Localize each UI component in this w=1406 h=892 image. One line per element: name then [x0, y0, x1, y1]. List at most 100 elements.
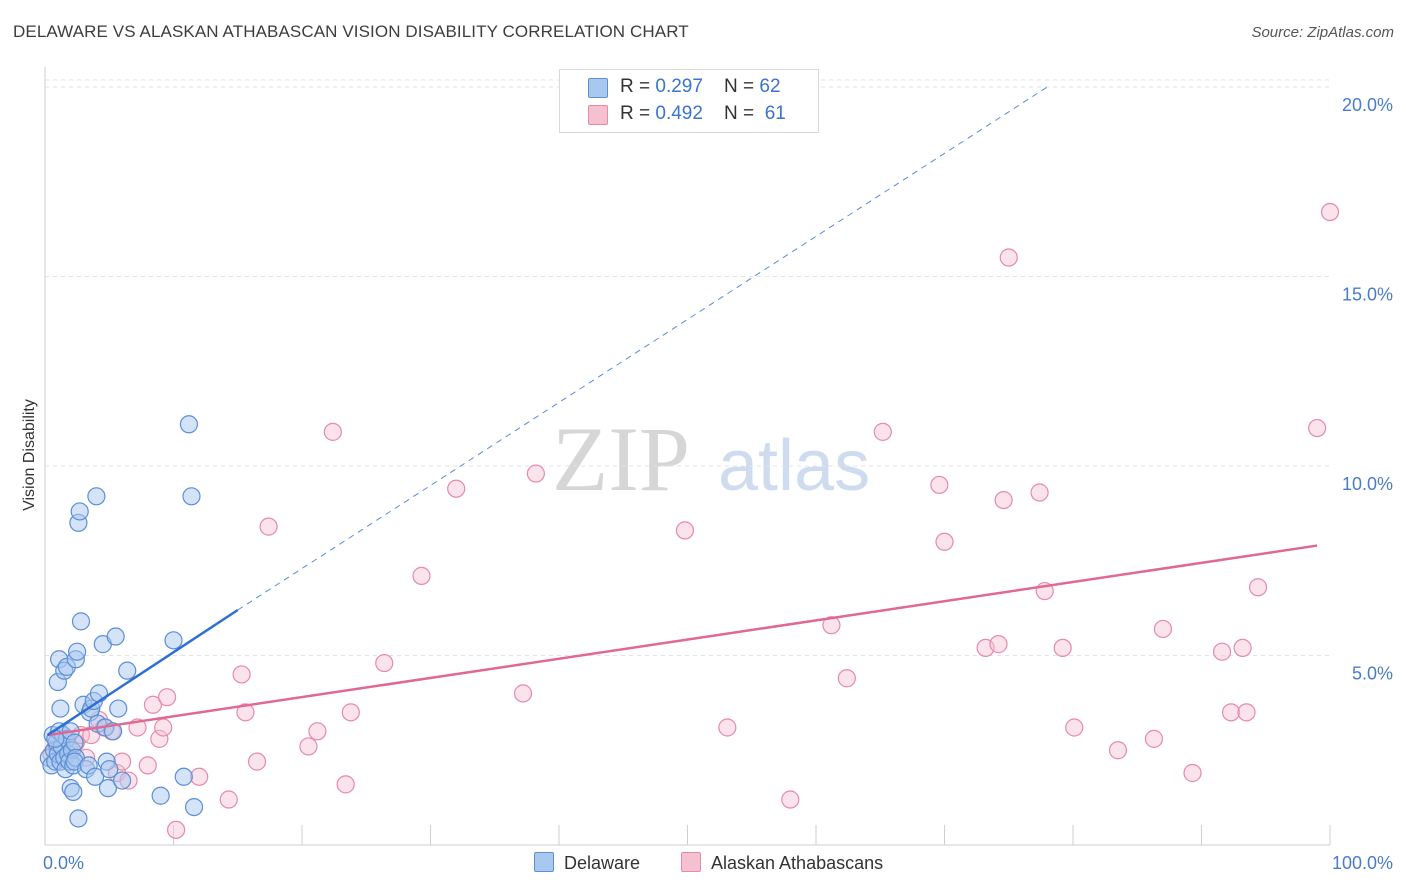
x-tick-labels: 0.0% 100.0% — [43, 853, 1393, 873]
delaware-point — [51, 699, 70, 718]
series-alaskan-athabascans — [42, 202, 1340, 839]
athabascan-point — [999, 248, 1018, 267]
athabascan-point — [375, 653, 394, 673]
athabascan-point — [1153, 619, 1173, 639]
athabascan-point — [259, 517, 278, 536]
athabascan-point — [299, 737, 318, 756]
legend-r-label: R = — [620, 103, 656, 124]
delaware-point — [65, 733, 84, 752]
athabascan-trendline — [47, 544, 1318, 737]
source-label: Source: ZipAtlas.com — [1251, 24, 1394, 41]
athabascan-point — [190, 767, 209, 786]
delaware-point — [109, 699, 128, 718]
athabascan-point — [1030, 483, 1049, 502]
athabascan-point — [166, 820, 186, 839]
legend-n-value: 61 — [764, 103, 786, 124]
bottom-legend-delaware: Delaware — [534, 852, 640, 874]
legend-r-value: 0.297 — [655, 76, 703, 97]
x-tick-label: 0.0% — [43, 853, 84, 873]
athabascan-point — [930, 475, 949, 495]
athabascan-point — [336, 775, 355, 794]
trendlines — [46, 86, 1318, 737]
athabascan-point — [1221, 703, 1241, 722]
legend-text-delaware: R = 0.297 N = 62 — [620, 76, 781, 98]
athabascan-point — [994, 490, 1013, 510]
athabascan-point — [447, 479, 466, 498]
y-tick-labels: 5.0% 10.0% 15.0% 20.0% — [1342, 95, 1393, 684]
delaware-point — [184, 797, 204, 817]
delaware-point — [69, 809, 88, 828]
athabascan-point — [1320, 202, 1340, 222]
delaware-point — [64, 782, 83, 802]
delaware-point — [174, 767, 193, 786]
athabascan-point — [154, 718, 173, 737]
bottom-legend-swatch-delaware — [534, 852, 554, 872]
legend-text-athabascan: R = 0.492 N = 61 — [620, 103, 786, 125]
athabascan-point — [837, 669, 856, 688]
athabascan-point — [1053, 638, 1072, 658]
athabascan-point — [1212, 642, 1232, 661]
athabascan-point — [1308, 418, 1327, 438]
athabascan-point — [143, 695, 163, 714]
legend-r-value: 0.492 — [655, 103, 703, 124]
athabascan-point — [675, 521, 695, 540]
athabascan-point — [219, 790, 238, 809]
delaware-point — [87, 487, 106, 506]
y-tick-label: 20.0% — [1342, 95, 1393, 115]
y-tick-label: 10.0% — [1342, 474, 1393, 494]
athabascan-point — [150, 729, 169, 748]
legend-n-label: N = — [724, 103, 760, 124]
gridlines — [45, 79, 1330, 656]
athabascan-point — [1248, 578, 1268, 597]
delaware-point — [98, 779, 118, 798]
athabascan-point — [323, 422, 342, 441]
delaware-point — [151, 786, 170, 805]
athabascan-point — [1237, 703, 1256, 722]
y-tick-label: 15.0% — [1342, 284, 1393, 304]
athabascan-point — [341, 703, 360, 722]
athabascan-point — [157, 688, 177, 707]
athabascan-point — [1065, 718, 1084, 737]
correlation-legend: R = 0.297 N = 62 R = 0.492 N = 61 — [559, 69, 819, 133]
watermark-zip: ZIP — [552, 408, 690, 510]
athabascan-point — [412, 566, 431, 585]
delaware-point — [164, 631, 183, 650]
bottom-legend-swatch-athabascan — [681, 852, 701, 872]
bottom-legend-athabascan: Alaskan Athabascans — [681, 852, 883, 874]
athabascan-point — [236, 703, 255, 722]
legend-r-label: R = — [620, 76, 656, 97]
delaware-point — [100, 760, 119, 779]
legend-n-label: N = — [724, 76, 760, 97]
bottom-legend-label-athabascan: Alaskan Athabascans — [711, 853, 884, 873]
delaware-point — [179, 415, 199, 434]
athabascan-point — [232, 665, 251, 684]
delaware-point — [112, 771, 132, 790]
delaware-trendline — [46, 608, 239, 737]
athabascan-point — [138, 756, 157, 775]
axes — [44, 67, 1331, 846]
athabascan-point — [718, 718, 737, 737]
y-tick-label: 5.0% — [1352, 663, 1393, 683]
athabascan-point — [1144, 729, 1164, 748]
delaware-point — [68, 642, 87, 661]
athabascan-point — [822, 616, 841, 635]
watermark: ZIP atlas — [552, 408, 870, 510]
legend-n-value: 62 — [759, 76, 781, 97]
x-tick-label: 100.0% — [1332, 853, 1393, 873]
delaware-trendline-extension — [237, 86, 1048, 611]
delaware-point — [182, 487, 201, 506]
athabascan-point — [526, 464, 545, 483]
athabascan-point — [247, 752, 267, 771]
athabascan-point — [781, 790, 800, 809]
athabascan-point — [513, 684, 533, 703]
athabascan-point — [1108, 741, 1128, 760]
delaware-point — [70, 502, 89, 521]
legend-swatch-delaware — [588, 78, 608, 98]
delaware-point — [71, 612, 91, 631]
bottom-legend-label-delaware: Delaware — [564, 853, 641, 873]
athabascan-point — [873, 422, 892, 441]
legend-swatch-athabascan — [588, 105, 608, 125]
athabascan-point — [935, 532, 954, 551]
delaware-point — [106, 627, 125, 646]
